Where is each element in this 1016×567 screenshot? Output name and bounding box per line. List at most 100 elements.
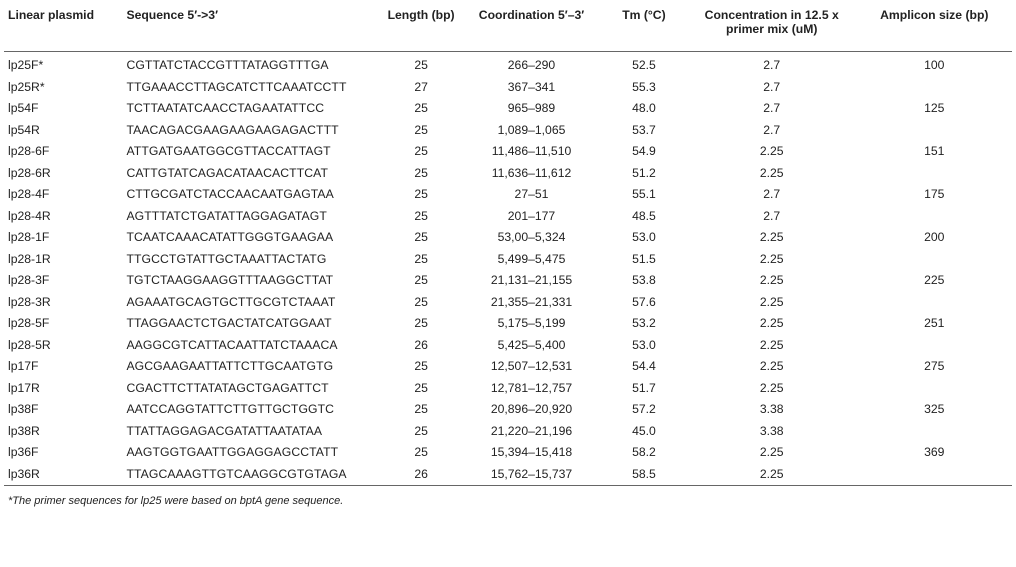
cell-length: 25 <box>414 58 428 73</box>
table-row: lp28-3F TGTCTAAGGAAGGTTTAAGGCTTAT 25 21,131… <box>4 270 1012 292</box>
cell-concentration: 2.25 <box>759 316 784 331</box>
cell-sequence: TAACAGACGAAGAAGAAGAGACTTT <box>126 122 339 137</box>
cell-length: 25 <box>414 294 428 309</box>
cell-amplicon-size: 151 <box>924 144 945 159</box>
cell-coordination: 5,425–5,400 <box>497 337 566 352</box>
table-row: lp28-5F TTAGGAACTCTGACTATCATGGAAT 25 5,175–… <box>4 313 1012 335</box>
cell-length: 25 <box>414 187 428 202</box>
cell-tm: 54.4 <box>632 359 656 374</box>
cell-concentration: 2.25 <box>759 251 784 266</box>
cell-concentration: 2.7 <box>763 122 781 137</box>
cell-sequence: AAGTGGTGAATTGGAGGAGCCTATT <box>126 445 339 460</box>
cell-amplicon-size <box>857 248 1012 270</box>
cell-linear-plasmid: lp28-6R <box>8 165 51 180</box>
cell-concentration: 2.7 <box>763 101 781 116</box>
cell-coordination: 21,220–21,196 <box>490 423 573 438</box>
cell-length: 25 <box>414 445 428 460</box>
cell-concentration: 3.38 <box>759 402 784 417</box>
header-coordination: Coordination 5′–3′ <box>478 8 585 22</box>
cell-sequence: CGACTTCTTATATAGCTGAGATTCT <box>126 380 329 395</box>
cell-sequence: AAGGCGTCATTACAATTATCTAAACA <box>126 337 338 352</box>
table-row: lp28-1R TTGCCTGTATTGCTAAATTACTATG 25 5,499–… <box>4 248 1012 270</box>
cell-sequence: AGAAATGCAGTGCTTGCGTCTAAAT <box>126 294 336 309</box>
table-row: lp36R TTAGCAAAGTTGTCAAGGCGTGTAGA 26 15,762–… <box>4 463 1012 485</box>
cell-concentration: 2.25 <box>759 337 784 352</box>
cell-concentration: 2.25 <box>759 230 784 245</box>
cell-amplicon-size: 200 <box>924 230 945 245</box>
cell-coordination: 21,131–21,155 <box>490 273 573 288</box>
table-row: lp28-5R AAGGCGTCATTACAATTATCTAAACA 26 5,425… <box>4 334 1012 356</box>
cell-concentration: 2.7 <box>763 79 781 94</box>
cell-coordination: 201–177 <box>507 208 556 223</box>
header-tm: Tm (°C) <box>622 8 666 22</box>
table-body: lp25F* CGTTATCTACCGTTTATAGGTTTGA 25 266–290… <box>4 51 1012 485</box>
cell-amplicon-size: 175 <box>924 187 945 202</box>
cell-tm: 53.2 <box>632 316 656 331</box>
cell-amplicon-size: 100 <box>924 58 945 73</box>
cell-sequence: TTGCCTGTATTGCTAAATTACTATG <box>126 251 327 266</box>
cell-sequence: TTGAAACCTTAGCATCTTCAAATCCTT <box>126 79 347 94</box>
table-row: lp54F TCTTAATATCAACCTAGAATATTCC 25 965–989 4… <box>4 98 1012 120</box>
cell-sequence: TGTCTAAGGAAGGTTTAAGGCTTAT <box>126 273 334 288</box>
cell-length: 26 <box>414 337 428 352</box>
cell-amplicon-size <box>857 291 1012 313</box>
cell-linear-plasmid: lp25R* <box>8 79 45 94</box>
cell-concentration: 3.38 <box>759 423 784 438</box>
cell-tm: 48.5 <box>632 208 656 223</box>
cell-tm: 51.5 <box>632 251 656 266</box>
cell-sequence: CGTTATCTACCGTTTATAGGTTTGA <box>126 58 329 73</box>
cell-amplicon-size <box>857 334 1012 356</box>
cell-linear-plasmid: lp28-1F <box>8 230 50 245</box>
cell-tm: 51.7 <box>632 380 656 395</box>
cell-length: 25 <box>414 380 428 395</box>
cell-tm: 58.2 <box>632 445 656 460</box>
cell-concentration: 2.7 <box>763 58 781 73</box>
cell-concentration: 2.25 <box>759 294 784 309</box>
cell-coordination: 12,781–12,757 <box>490 380 573 395</box>
cell-concentration: 2.25 <box>759 144 784 159</box>
cell-length: 25 <box>414 144 428 159</box>
cell-coordination: 965–989 <box>507 101 556 116</box>
cell-length: 25 <box>414 101 428 116</box>
cell-amplicon-size: 369 <box>924 445 945 460</box>
cell-concentration: 2.25 <box>759 466 784 481</box>
cell-concentration: 2.7 <box>763 187 781 202</box>
cell-sequence: TTAGGAACTCTGACTATCATGGAAT <box>126 316 332 331</box>
cell-coordination: 12,507–12,531 <box>490 359 573 374</box>
cell-tm: 53.0 <box>632 230 656 245</box>
cell-length: 25 <box>414 165 428 180</box>
cell-sequence: ATTGATGAATGGCGTTACCATTAGT <box>126 144 331 159</box>
cell-concentration: 2.25 <box>759 273 784 288</box>
cell-amplicon-size: 251 <box>924 316 945 331</box>
table-row: lp17R CGACTTCTTATATAGCTGAGATTCT 25 12,781–1… <box>4 377 1012 399</box>
header-linear-plasmid: Linear plasmid <box>8 8 95 22</box>
cell-tm: 58.5 <box>632 466 656 481</box>
cell-length: 25 <box>414 402 428 417</box>
cell-sequence: CTTGCGATCTACCAACAATGAGTAA <box>126 187 334 202</box>
cell-length: 27 <box>414 79 428 94</box>
header-amplicon-size: Amplicon size (bp) <box>880 8 989 22</box>
table-row: lp54R TAACAGACGAAGAAGAAGAGACTTT 25 1,089–1,… <box>4 119 1012 141</box>
cell-coordination: 27–51 <box>514 187 549 202</box>
cell-tm: 54.9 <box>632 144 656 159</box>
cell-length: 25 <box>414 273 428 288</box>
cell-sequence: AATCCAGGTATTCTTGTTGCTGGTC <box>126 402 335 417</box>
cell-amplicon-size <box>857 205 1012 227</box>
cell-length: 26 <box>414 466 428 481</box>
table-row: lp25F* CGTTATCTACCGTTTATAGGTTTGA 25 266–290… <box>4 51 1012 76</box>
cell-tm: 55.3 <box>632 79 656 94</box>
cell-amplicon-size <box>857 162 1012 184</box>
cell-linear-plasmid: lp28-1R <box>8 251 51 266</box>
cell-concentration: 2.25 <box>759 380 784 395</box>
cell-tm: 48.0 <box>632 101 656 116</box>
cell-coordination: 11,636–11,612 <box>491 165 572 180</box>
table-row: lp38R TTATTAGGAGACGATATTAATATAA 25 21,220–2… <box>4 420 1012 442</box>
cell-linear-plasmid: lp54F <box>8 101 39 116</box>
cell-coordination: 15,394–15,418 <box>490 445 573 460</box>
cell-linear-plasmid: lp28-4F <box>8 187 50 202</box>
header-concentration: Concentration in 12.5 x primer mix (uM) <box>704 8 839 36</box>
cell-coordination: 266–290 <box>507 58 556 73</box>
cell-linear-plasmid: lp28-5R <box>8 337 51 352</box>
cell-coordination: 53,00–5,324 <box>497 230 566 245</box>
